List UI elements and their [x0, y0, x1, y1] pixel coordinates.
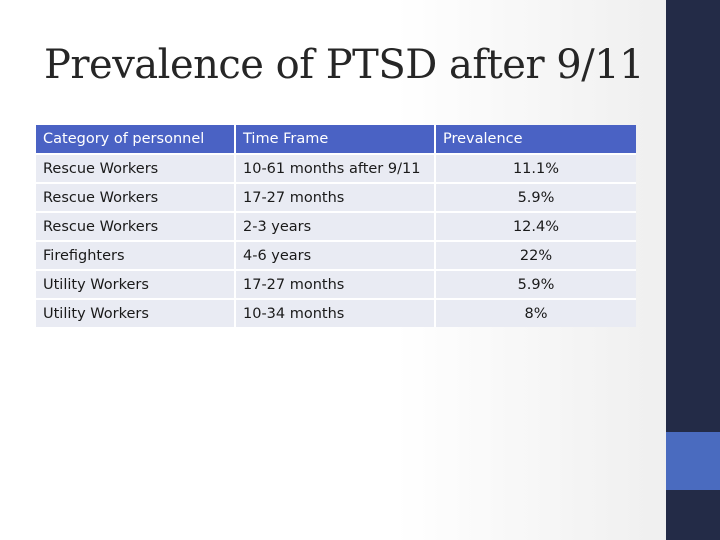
cell-time-frame: 17-27 months — [235, 269, 436, 299]
cell-category: Rescue Workers — [36, 182, 236, 212]
table-header-row: Category of personnel Time Frame Prevale… — [36, 125, 636, 154]
header-time-frame: Time Frame — [235, 125, 436, 154]
header-prevalence: Prevalence — [435, 125, 636, 154]
cell-category: Firefighters — [36, 240, 236, 270]
table-row: Rescue Workers 17-27 months 5.9% — [36, 182, 636, 212]
cell-time-frame: 17-27 months — [235, 182, 436, 212]
cell-prevalence: 5.9% — [435, 269, 636, 299]
cell-prevalence: 11.1% — [435, 153, 636, 183]
cell-prevalence: 12.4% — [435, 211, 636, 241]
table-row: Rescue Workers 10-61 months after 9/11 1… — [36, 153, 636, 183]
cell-time-frame: 10-61 months after 9/11 — [235, 153, 436, 183]
table-row: Firefighters 4-6 years 22% — [36, 240, 636, 270]
cell-prevalence: 5.9% — [435, 182, 636, 212]
cell-time-frame: 4-6 years — [235, 240, 436, 270]
data-table: Category of personnel Time Frame Prevale… — [36, 125, 636, 327]
cell-category: Rescue Workers — [36, 153, 236, 183]
table-row: Utility Workers 10-34 months 8% — [36, 298, 636, 327]
table-row: Utility Workers 17-27 months 5.9% — [36, 269, 636, 299]
cell-prevalence: 8% — [435, 298, 636, 327]
cell-time-frame: 2-3 years — [235, 211, 436, 241]
table-row: Rescue Workers 2-3 years 12.4% — [36, 211, 636, 241]
sidebar-accent-block — [666, 432, 720, 490]
cell-time-frame: 10-34 months — [235, 298, 436, 327]
cell-category: Utility Workers — [36, 269, 236, 299]
cell-category: Utility Workers — [36, 298, 236, 327]
slide-title: Prevalence of PTSD after 9/11 — [44, 42, 645, 88]
header-category: Category of personnel — [36, 125, 236, 154]
cell-category: Rescue Workers — [36, 211, 236, 241]
cell-prevalence: 22% — [435, 240, 636, 270]
